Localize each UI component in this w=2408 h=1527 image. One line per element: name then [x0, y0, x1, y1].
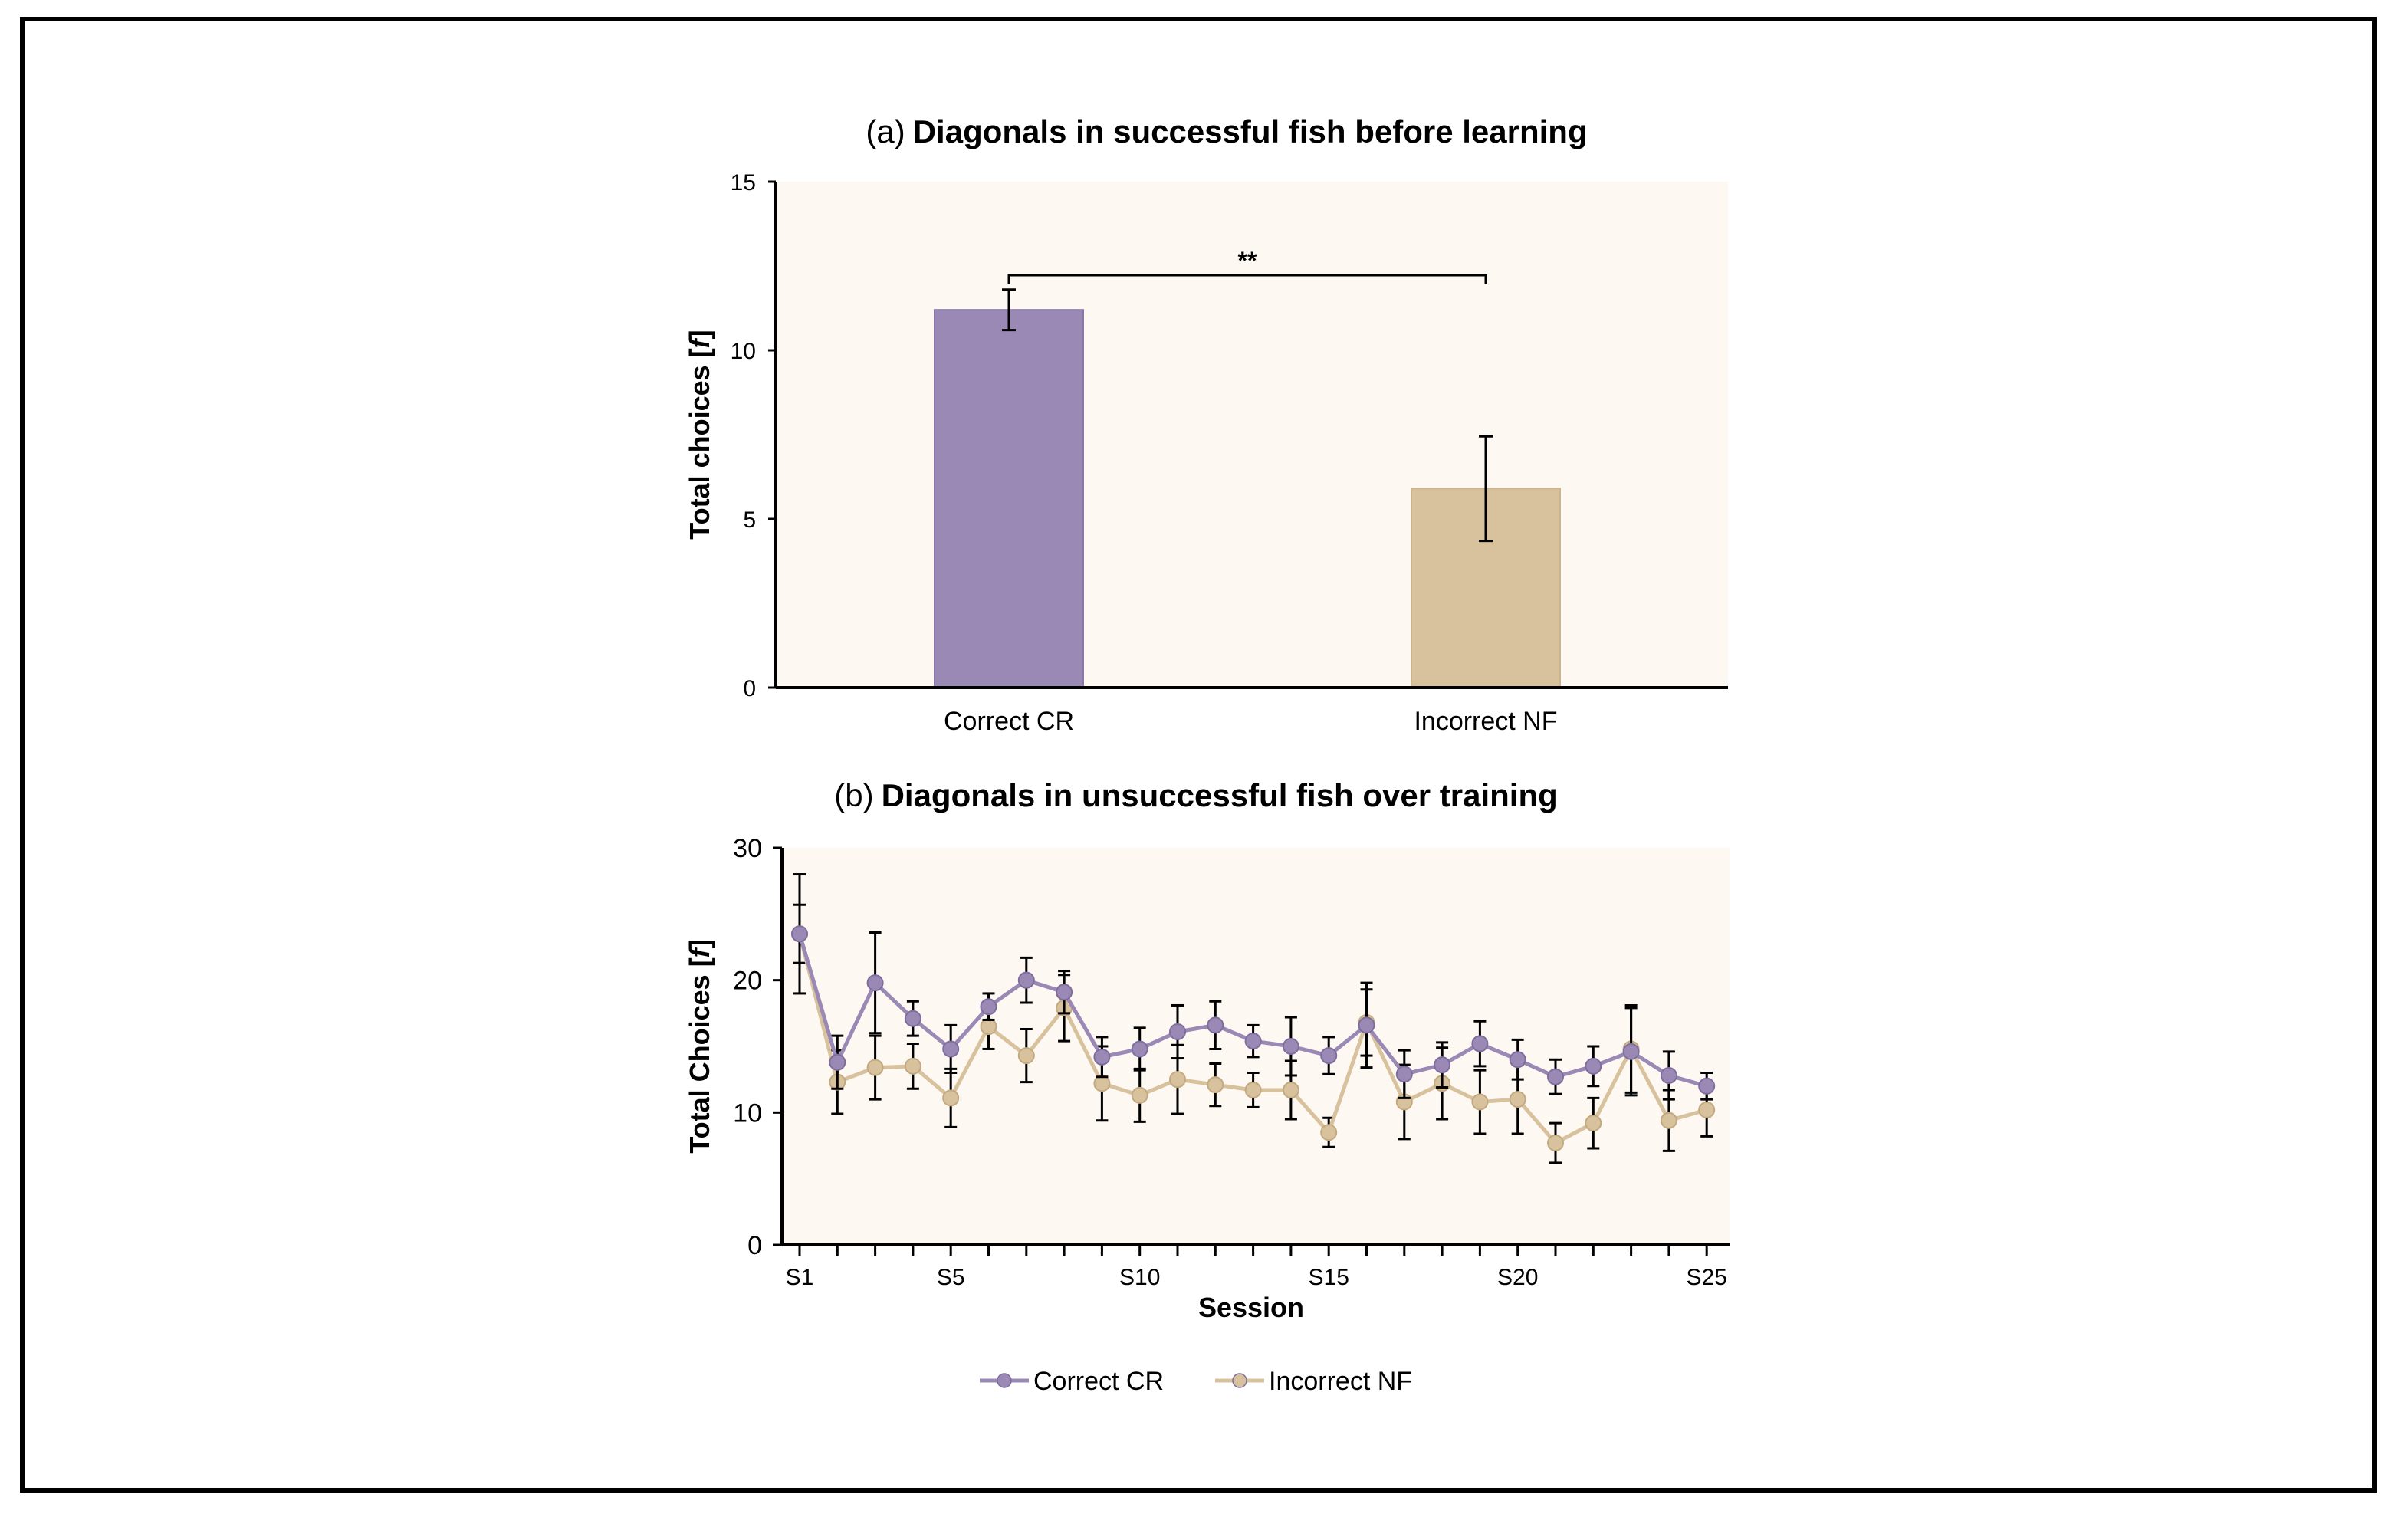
data-point-incorrect-nf [980, 1018, 997, 1036]
panel-a-ylabel-italic: f [684, 337, 715, 348]
legend-label: Incorrect NF [1269, 1367, 1412, 1396]
panel-a-y-axis-label: Total choices [f] [684, 330, 715, 539]
x-tick-label: S15 [1309, 1265, 1349, 1290]
y-tick-label: 30 [733, 834, 762, 863]
panel-b-y-axis-label: Total Choices [f] [684, 939, 715, 1153]
panel-a-ylabel-text: Total choices [ [684, 348, 715, 539]
x-tick-label: S10 [1119, 1265, 1160, 1290]
data-point-correct-cr [1017, 971, 1035, 989]
data-point-incorrect-nf [942, 1089, 960, 1107]
data-point-incorrect-nf [866, 1059, 884, 1076]
data-point-correct-cr [1698, 1077, 1716, 1095]
panel-b-title: (b) Diagonals in unsuccessful fish over t… [834, 777, 1558, 813]
legend: Correct CR Incorrect NF [980, 1367, 1412, 1396]
y-tick-label: 0 [743, 676, 756, 701]
panel-b-title-prefix: (b) [834, 777, 873, 813]
x-tick-label: Correct CR [944, 707, 1074, 736]
legend-marker [997, 1373, 1012, 1388]
data-point-correct-cr [980, 998, 997, 1016]
data-point-correct-cr [791, 925, 808, 943]
data-point-correct-cr [904, 1010, 921, 1027]
legend-marker [1232, 1373, 1247, 1388]
data-point-correct-cr [1509, 1051, 1526, 1069]
data-point-correct-cr [1395, 1066, 1413, 1083]
data-point-correct-cr [1207, 1016, 1224, 1034]
data-point-incorrect-nf [1585, 1115, 1602, 1132]
y-tick-label: 20 [733, 967, 762, 996]
data-point-correct-cr [1056, 984, 1073, 1001]
panel-a-ylabel-suffix: ] [684, 330, 715, 339]
panel-b-marks: 0 10 20 30 S1 S5 S10 S15 S20 S25 [733, 834, 1730, 1290]
data-point-correct-cr [866, 974, 884, 992]
significance-label: ** [1238, 247, 1257, 274]
y-tick-label: 10 [733, 1098, 762, 1128]
data-point-correct-cr [942, 1040, 960, 1058]
data-point-correct-cr [1131, 1040, 1148, 1058]
data-point-correct-cr [1320, 1047, 1338, 1065]
panel-b-ylabel-text: Total Choices [ [684, 957, 715, 1153]
data-point-correct-cr [829, 1053, 846, 1071]
significance-bracket [1007, 274, 1487, 284]
panel-a-marks: Correct CR Incorrect NF 0 5 10 15 ** [731, 170, 1728, 736]
y-tick-label: 10 [731, 339, 756, 364]
panel-a-title-text: Diagonals in successful fish before lear… [913, 113, 1588, 149]
data-point-correct-cr [1282, 1038, 1299, 1055]
x-tick-label: S1 [786, 1265, 814, 1290]
legend-item-correct-cr: Correct CR [980, 1367, 1164, 1396]
data-point-incorrect-nf [1698, 1101, 1716, 1118]
panel-b-line-chart: (b) Diagonals in unsuccessful fish over t… [684, 777, 1730, 1396]
data-point-correct-cr [1169, 1023, 1186, 1041]
data-point-correct-cr [1585, 1057, 1602, 1075]
y-tick-label: 5 [743, 507, 756, 533]
data-point-incorrect-nf [1509, 1091, 1526, 1108]
x-tick-label: S5 [937, 1265, 965, 1290]
legend-item-incorrect-nf: Incorrect NF [1215, 1367, 1412, 1396]
data-point-incorrect-nf [1320, 1124, 1338, 1141]
data-point-correct-cr [1547, 1068, 1564, 1085]
x-tick-label: S20 [1497, 1265, 1538, 1290]
data-point-incorrect-nf [1244, 1081, 1262, 1098]
data-point-correct-cr [1660, 1066, 1677, 1084]
data-point-incorrect-nf [1169, 1071, 1186, 1089]
panel-a-title-prefix: (a) [866, 113, 905, 149]
data-point-correct-cr [1622, 1043, 1640, 1060]
panel-b-x-axis-label: Session [1198, 1292, 1304, 1323]
data-point-incorrect-nf [904, 1057, 921, 1075]
data-point-incorrect-nf [1660, 1112, 1677, 1129]
y-tick-label: 0 [747, 1231, 762, 1260]
data-point-incorrect-nf [1207, 1076, 1224, 1094]
data-point-correct-cr [1434, 1056, 1451, 1074]
data-point-correct-cr [1471, 1035, 1489, 1052]
panel-b-title-text: Diagonals in unsuccessful fish over trai… [882, 777, 1558, 813]
panel-a-title: (a) Diagonals in successful fish before l… [866, 113, 1587, 149]
series-correct-cr [791, 873, 1716, 1101]
data-point-incorrect-nf [1282, 1081, 1299, 1098]
data-point-incorrect-nf [1093, 1075, 1111, 1092]
data-point-incorrect-nf [1547, 1135, 1564, 1152]
y-tick-label: 15 [731, 170, 756, 195]
panel-b-ylabel-italic: f [684, 946, 715, 957]
error-bar-0 [1002, 288, 1016, 332]
x-tick-label: S25 [1687, 1265, 1727, 1290]
panel-b-ylabel-suffix: ] [684, 939, 715, 948]
data-point-correct-cr [1358, 1016, 1375, 1034]
data-point-incorrect-nf [1017, 1047, 1035, 1065]
x-tick-label: Incorrect NF [1414, 707, 1557, 736]
bar-correct-cr [934, 309, 1084, 688]
data-point-incorrect-nf [1131, 1086, 1148, 1104]
panel-a-bar-chart: (a) Diagonals in successful fish before l… [684, 113, 1728, 736]
data-point-incorrect-nf [1471, 1093, 1489, 1111]
legend-label: Correct CR [1033, 1367, 1164, 1396]
error-bar-1 [1479, 435, 1493, 543]
data-point-correct-cr [1244, 1033, 1262, 1050]
figure-frame [20, 17, 2377, 1493]
data-point-correct-cr [1093, 1048, 1111, 1066]
